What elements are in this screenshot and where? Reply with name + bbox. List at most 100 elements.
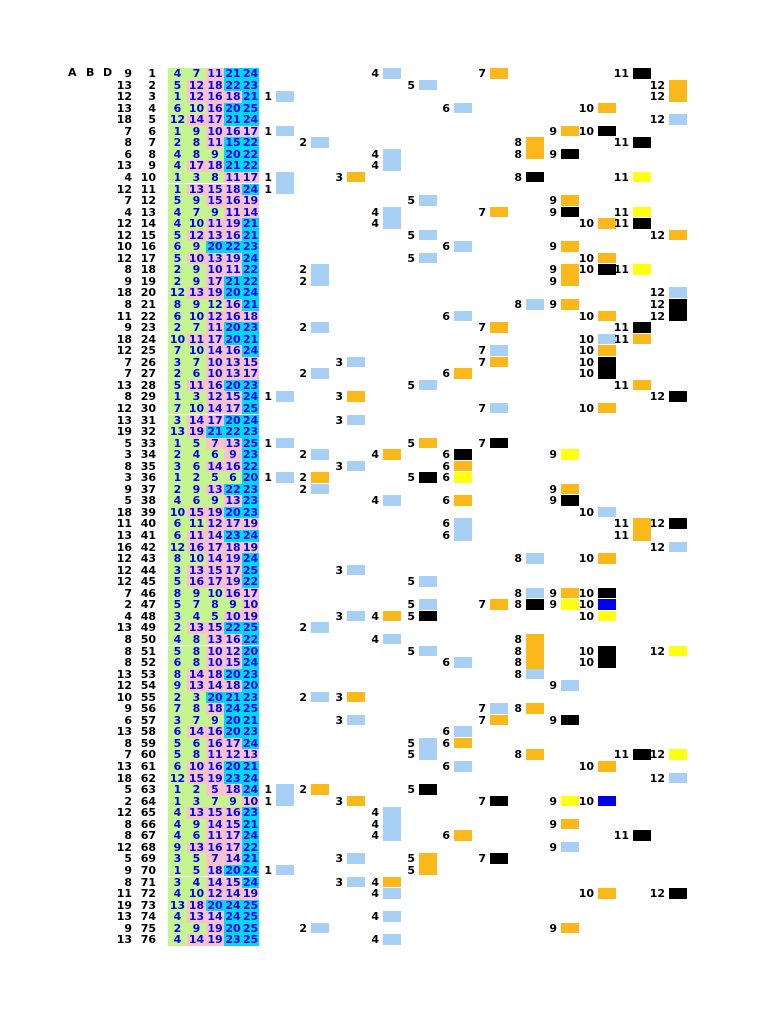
number-cell: 10 <box>242 794 259 808</box>
number-cell: 16 <box>206 760 224 773</box>
d-value: 11 <box>116 517 132 531</box>
number-cell: 17 <box>224 736 242 750</box>
marker-label: 2 <box>299 136 307 150</box>
number-cell: 2 <box>168 264 187 276</box>
number-cell: 16 <box>206 101 224 115</box>
d-value: 13 <box>116 159 132 173</box>
number-cell: 13 <box>187 182 206 196</box>
number-cell: 2 <box>168 622 187 634</box>
number-cell: 12 <box>168 113 187 127</box>
table-row: 13 74 4 13 14 24 25 4 <box>112 911 762 923</box>
number-cell: 2 <box>187 472 206 484</box>
number-cell: 10 <box>187 217 206 231</box>
marker-block <box>311 922 329 934</box>
marker-block <box>419 229 437 241</box>
draw-number: 14 <box>140 217 156 231</box>
marker-label: 4 <box>371 910 379 924</box>
table-row: 13 76 4 14 19 23 25 4 <box>112 934 762 946</box>
marker-block <box>561 587 579 599</box>
number-cell: 16 <box>224 459 242 473</box>
table-row: 3 36 1 2 5 6 20 1 2 5 6 <box>112 472 762 484</box>
marker-label: 7 <box>478 852 486 866</box>
marker-label: 10 <box>578 332 594 346</box>
d-value: 8 <box>124 829 132 843</box>
marker-label: 4 <box>371 217 379 231</box>
number-cell: 4 <box>168 634 187 646</box>
draw-number: 32 <box>140 425 156 439</box>
number-cell: 9 <box>224 449 242 461</box>
table-row: 7 46 8 9 10 16 17 8 9 10 <box>112 588 762 600</box>
number-cell: 3 <box>168 853 187 865</box>
table-row: 4 48 3 4 5 10 19 3 4 5 10 <box>112 611 762 623</box>
marker-block <box>633 218 651 229</box>
number-cell: 25 <box>242 436 259 450</box>
number-cell: 10 <box>187 887 206 901</box>
d-value: 13 <box>116 529 132 542</box>
number-cell: 24 <box>242 863 259 877</box>
table-row: 5 63 1 2 5 18 24 1 2 5 <box>112 783 762 807</box>
marker-label: 1 <box>264 390 272 404</box>
number-cell: 25 <box>242 101 259 115</box>
marker-block <box>490 714 508 726</box>
number-cell: 8 <box>187 137 206 149</box>
number-cell: 7 <box>187 715 206 727</box>
marker-label: 7 <box>478 598 486 612</box>
draw-number: 28 <box>140 378 156 392</box>
number-cell: 13 <box>224 494 242 508</box>
number-cell: 21 <box>242 713 259 727</box>
number-cell: 8 <box>168 588 187 600</box>
number-cell: 9 <box>206 495 224 507</box>
number-cell: 17 <box>224 517 242 531</box>
draw-number: 63 <box>140 783 156 797</box>
number-cell: 17 <box>224 840 242 854</box>
number-cell: 24 <box>242 67 259 80</box>
number-cell: 15 <box>206 563 224 577</box>
draw-number: 6 <box>148 124 156 138</box>
number-cell: 2 <box>168 692 187 704</box>
draw-number: 9 <box>148 159 156 173</box>
d-value: 8 <box>124 736 132 750</box>
d-value: 8 <box>124 644 132 658</box>
number-cell: 20 <box>224 321 242 335</box>
d-value: 12 <box>116 806 132 820</box>
marker-label: 12 <box>649 771 665 785</box>
draw-number: 35 <box>140 459 156 473</box>
marker-block <box>419 853 437 876</box>
number-cell: 2 <box>168 276 187 288</box>
table-row: 12 25 7 10 14 16 24 7 10 <box>112 345 762 357</box>
d-value: 12 <box>116 401 132 415</box>
marker-block <box>598 356 616 379</box>
marker-label: 10 <box>578 401 594 415</box>
number-cell: 22 <box>242 459 259 473</box>
marker-block <box>276 125 294 137</box>
marker-label: 8 <box>514 136 522 150</box>
number-cell: 20 <box>242 644 259 658</box>
number-cell: 14 <box>187 667 206 681</box>
d-value: 5 <box>124 783 132 797</box>
number-cell: 3 <box>187 796 206 808</box>
marker-block <box>490 356 508 368</box>
marker-label: 1 <box>264 471 272 485</box>
number-cell: 4 <box>168 207 187 219</box>
table-row: 2 47 5 7 8 9 10 5 7 8 9 10 <box>112 599 762 611</box>
number-cell: 23 <box>242 240 259 254</box>
marker-label: 11 <box>613 67 629 80</box>
number-cell: 3 <box>168 611 187 623</box>
number-cell: 12 <box>187 228 206 242</box>
marker-label: 9 <box>549 147 557 161</box>
number-cell: 14 <box>242 205 259 219</box>
number-cell: 19 <box>187 425 206 439</box>
number-cell: 21 <box>242 90 259 104</box>
number-cell: 5 <box>168 80 187 92</box>
number-cell: 13 <box>224 436 242 450</box>
marker-label: 6 <box>442 101 450 115</box>
marker-block <box>669 541 687 553</box>
number-cell: 18 <box>206 159 224 173</box>
marker-label: 7 <box>478 401 486 415</box>
draw-number: 30 <box>140 401 156 415</box>
number-cell: 23 <box>242 321 259 335</box>
table-row: 7 26 3 7 10 13 15 3 7 10 <box>112 356 762 379</box>
number-cell: 19 <box>242 609 259 623</box>
number-cell: 10 <box>168 332 187 346</box>
marker-block <box>419 576 437 587</box>
